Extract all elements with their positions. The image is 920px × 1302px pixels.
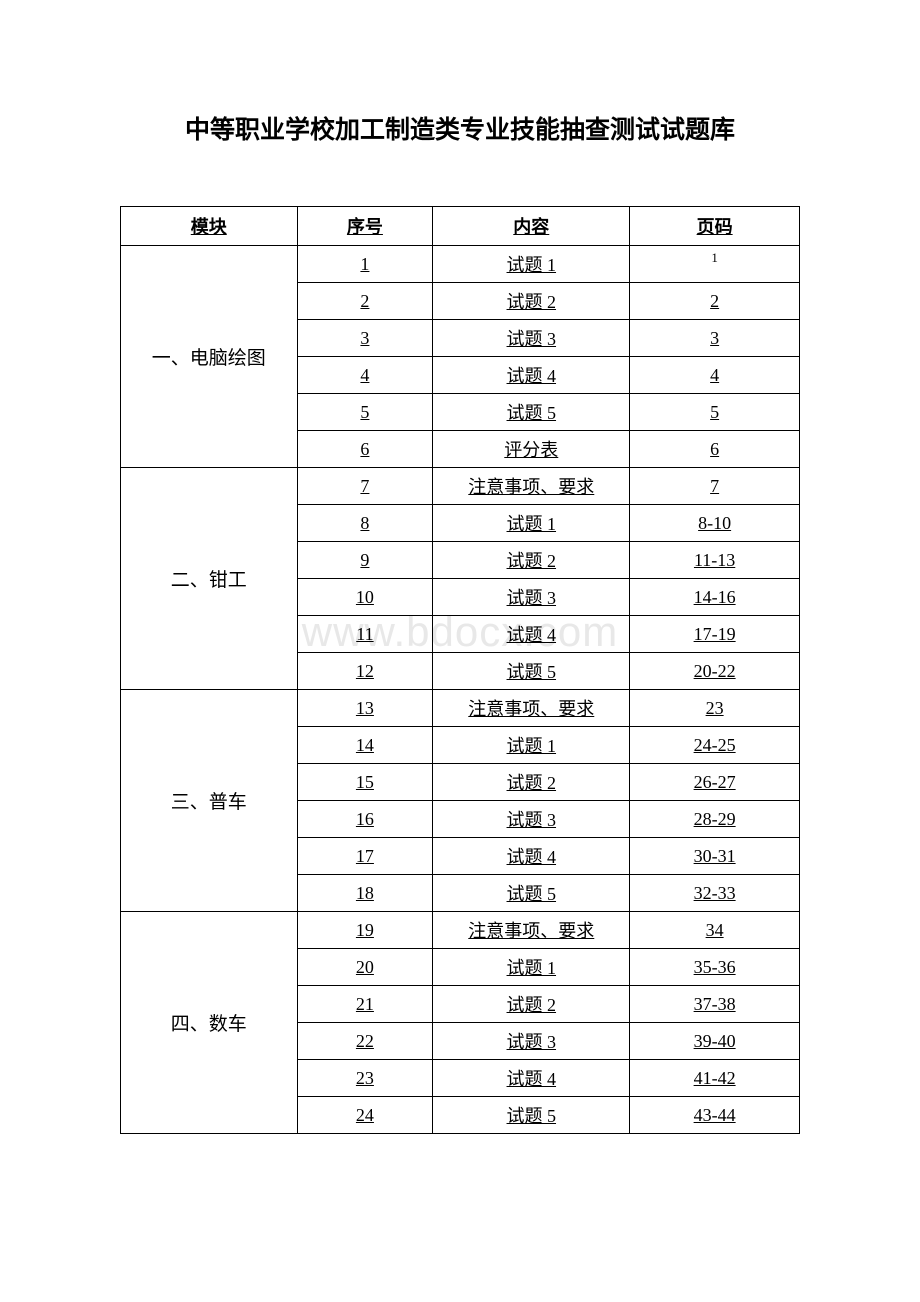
content-cell: 注意事项、要求 (433, 690, 630, 727)
module-cell: 二、钳工 (121, 468, 298, 690)
page-cell: 39-40 (630, 1023, 800, 1060)
page-cell: 24-25 (630, 727, 800, 764)
content-cell: 试题 3 (433, 320, 630, 357)
seq-cell: 17 (297, 838, 433, 875)
module-cell: 一、电脑绘图 (121, 246, 298, 468)
seq-cell: 23 (297, 1060, 433, 1097)
page-cell: 28-29 (630, 801, 800, 838)
seq-cell: 9 (297, 542, 433, 579)
page-cell: 4 (630, 357, 800, 394)
page-cell: 20-22 (630, 653, 800, 690)
page-cell: 43-44 (630, 1097, 800, 1134)
header-module: 模块 (121, 207, 298, 246)
page-cell: 23 (630, 690, 800, 727)
seq-cell: 3 (297, 320, 433, 357)
content-cell: 试题 2 (433, 986, 630, 1023)
content-cell: 注意事项、要求 (433, 468, 630, 505)
content-cell: 试题 2 (433, 283, 630, 320)
page-cell: 14-16 (630, 579, 800, 616)
module-cell: 四、数车 (121, 912, 298, 1134)
page-cell: 26-27 (630, 764, 800, 801)
seq-cell: 8 (297, 505, 433, 542)
content-cell: 试题 3 (433, 579, 630, 616)
seq-cell: 22 (297, 1023, 433, 1060)
page-cell: 7 (630, 468, 800, 505)
table-header-row: 模块 序号 内容 页码 (121, 207, 800, 246)
content-cell: 试题 5 (433, 1097, 630, 1134)
content-cell: 注意事项、要求 (433, 912, 630, 949)
header-seq: 序号 (297, 207, 433, 246)
page-cell: 35-36 (630, 949, 800, 986)
seq-cell: 7 (297, 468, 433, 505)
page-cell: 2 (630, 283, 800, 320)
content-cell: 试题 4 (433, 1060, 630, 1097)
page-cell: 32-33 (630, 875, 800, 912)
table-row: 一、电脑绘图1试题 11 (121, 246, 800, 283)
content-cell: 试题 1 (433, 505, 630, 542)
seq-cell: 21 (297, 986, 433, 1023)
header-content: 内容 (433, 207, 630, 246)
seq-cell: 20 (297, 949, 433, 986)
page-cell: 34 (630, 912, 800, 949)
content-cell: 试题 4 (433, 357, 630, 394)
content-cell: 试题 4 (433, 838, 630, 875)
seq-cell: 6 (297, 431, 433, 468)
toc-table: 模块 序号 内容 页码 一、电脑绘图1试题 112试题 223试题 334试题 … (120, 206, 800, 1134)
content-cell: 试题 4 (433, 616, 630, 653)
page-cell: 3 (630, 320, 800, 357)
seq-cell: 4 (297, 357, 433, 394)
seq-cell: 5 (297, 394, 433, 431)
content-cell: 评分表 (433, 431, 630, 468)
content-cell: 试题 5 (433, 875, 630, 912)
header-page: 页码 (630, 207, 800, 246)
page-cell: 6 (630, 431, 800, 468)
page-cell: 11-13 (630, 542, 800, 579)
content-cell: 试题 2 (433, 764, 630, 801)
seq-cell: 1 (297, 246, 433, 283)
seq-cell: 16 (297, 801, 433, 838)
seq-cell: 24 (297, 1097, 433, 1134)
content-cell: 试题 1 (433, 949, 630, 986)
page-cell: 1 (630, 246, 800, 283)
page-cell: 37-38 (630, 986, 800, 1023)
seq-cell: 11 (297, 616, 433, 653)
content-cell: 试题 1 (433, 246, 630, 283)
seq-cell: 19 (297, 912, 433, 949)
table-body: 一、电脑绘图1试题 112试题 223试题 334试题 445试题 556评分表… (121, 246, 800, 1134)
table-row: 四、数车19注意事项、要求34 (121, 912, 800, 949)
content-cell: 试题 3 (433, 1023, 630, 1060)
seq-cell: 12 (297, 653, 433, 690)
page-cell: 5 (630, 394, 800, 431)
page-container: 中等职业学校加工制造类专业技能抽查测试试题库 模块 序号 内容 页码 一、电脑绘… (0, 0, 920, 1134)
seq-cell: 18 (297, 875, 433, 912)
seq-cell: 13 (297, 690, 433, 727)
table-row: 三、普车13注意事项、要求23 (121, 690, 800, 727)
page-cell: 17-19 (630, 616, 800, 653)
page-title: 中等职业学校加工制造类专业技能抽查测试试题库 (120, 110, 800, 146)
module-cell: 三、普车 (121, 690, 298, 912)
seq-cell: 10 (297, 579, 433, 616)
seq-cell: 14 (297, 727, 433, 764)
page-cell: 8-10 (630, 505, 800, 542)
table-row: 二、钳工7注意事项、要求7 (121, 468, 800, 505)
content-cell: 试题 3 (433, 801, 630, 838)
content-cell: 试题 5 (433, 653, 630, 690)
page-cell: 41-42 (630, 1060, 800, 1097)
content-cell: 试题 1 (433, 727, 630, 764)
content-cell: 试题 5 (433, 394, 630, 431)
page-cell: 30-31 (630, 838, 800, 875)
seq-cell: 15 (297, 764, 433, 801)
content-cell: 试题 2 (433, 542, 630, 579)
seq-cell: 2 (297, 283, 433, 320)
